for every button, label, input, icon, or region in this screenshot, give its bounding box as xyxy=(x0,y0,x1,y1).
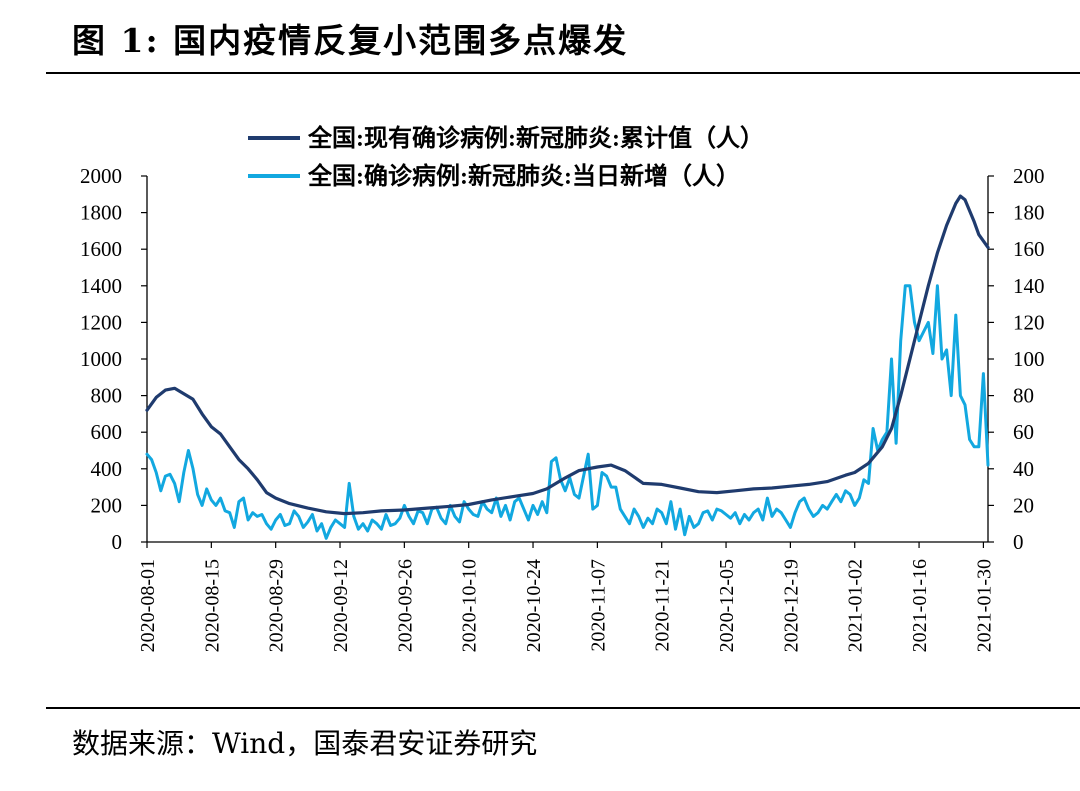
y-left-tick-label: 1400 xyxy=(80,274,122,298)
y-left-tick-label: 0 xyxy=(112,530,123,554)
y-left-tick-label: 2000 xyxy=(80,164,122,188)
y-right-tick-label: 140 xyxy=(1013,274,1045,298)
x-tick-label: 2021-01-16 xyxy=(909,559,931,652)
y-left-tick-label: 1000 xyxy=(80,347,122,371)
x-tick-label: 2020-11-07 xyxy=(587,559,609,652)
y-right-tick-label: 0 xyxy=(1013,530,1024,554)
x-tick-label: 2020-11-21 xyxy=(652,559,674,652)
y-right-tick-label: 180 xyxy=(1013,201,1045,225)
y-right-tick-label: 100 xyxy=(1013,347,1045,371)
bottom-divider xyxy=(46,707,1080,709)
x-tick-label: 2020-09-26 xyxy=(394,559,416,652)
y-left-tick-label: 400 xyxy=(91,457,123,481)
y-right-tick-label: 80 xyxy=(1013,384,1034,408)
legend-label-daily: 全国:确诊病例:新冠肺炎:当日新增（人） xyxy=(307,162,740,190)
y-right-tick-label: 200 xyxy=(1013,164,1045,188)
y-left-tick-label: 200 xyxy=(91,493,123,517)
chart-canvas: 全国:现有确诊病例:新冠肺炎:累计值（人） 全国:确诊病例:新冠肺炎:当日新增（… xyxy=(80,124,1045,652)
x-tick-label: 2020-10-10 xyxy=(459,559,481,652)
source-note: 数据来源：Wind，国泰君安证券研究 xyxy=(72,727,538,760)
figure-title: 图 1: 国内疫情反复小范围多点爆发 xyxy=(72,21,629,60)
x-tick-label: 2020-08-15 xyxy=(201,559,223,652)
series-line-cumulative xyxy=(145,194,990,516)
x-tick-label: 2020-12-05 xyxy=(716,559,738,652)
y-right-tick-label: 160 xyxy=(1013,237,1045,261)
x-tick-label: 2020-09-12 xyxy=(330,559,352,652)
y-left-tick-label: 600 xyxy=(91,420,123,444)
y-right-tick-label: 20 xyxy=(1013,493,1034,517)
y-left-tick-label: 800 xyxy=(91,384,123,408)
y-left-tick-label: 1800 xyxy=(80,201,122,225)
legend-label-cumulative: 全国:现有确诊病例:新冠肺炎:累计值（人） xyxy=(307,124,764,152)
chart-axes: 0 0 200 20 400 40 600 60 800 80 1000 100 1200 120 1400… xyxy=(80,164,1045,652)
chart-legend: 全国:现有确诊病例:新冠肺炎:累计值（人） 全国:确诊病例:新冠肺炎:当日新增（… xyxy=(248,124,764,190)
y-right-tick-label: 40 xyxy=(1013,457,1034,481)
y-left-tick-label: 1600 xyxy=(80,237,122,261)
top-divider xyxy=(46,72,1080,74)
x-tick-label: 2020-12-19 xyxy=(780,559,802,652)
x-tick-label: 2020-10-24 xyxy=(523,559,545,652)
y-right-tick-label: 60 xyxy=(1013,420,1034,444)
x-tick-label: 2021-01-30 xyxy=(973,559,995,652)
y-right-tick-label: 120 xyxy=(1013,310,1045,334)
x-tick-label: 2020-08-01 xyxy=(137,559,159,652)
x-tick-label: 2020-08-29 xyxy=(266,559,288,652)
x-tick-label: 2021-01-02 xyxy=(845,559,867,652)
series-layer xyxy=(145,194,990,540)
series-line-daily xyxy=(145,284,990,540)
y-left-tick-label: 1200 xyxy=(80,310,122,334)
